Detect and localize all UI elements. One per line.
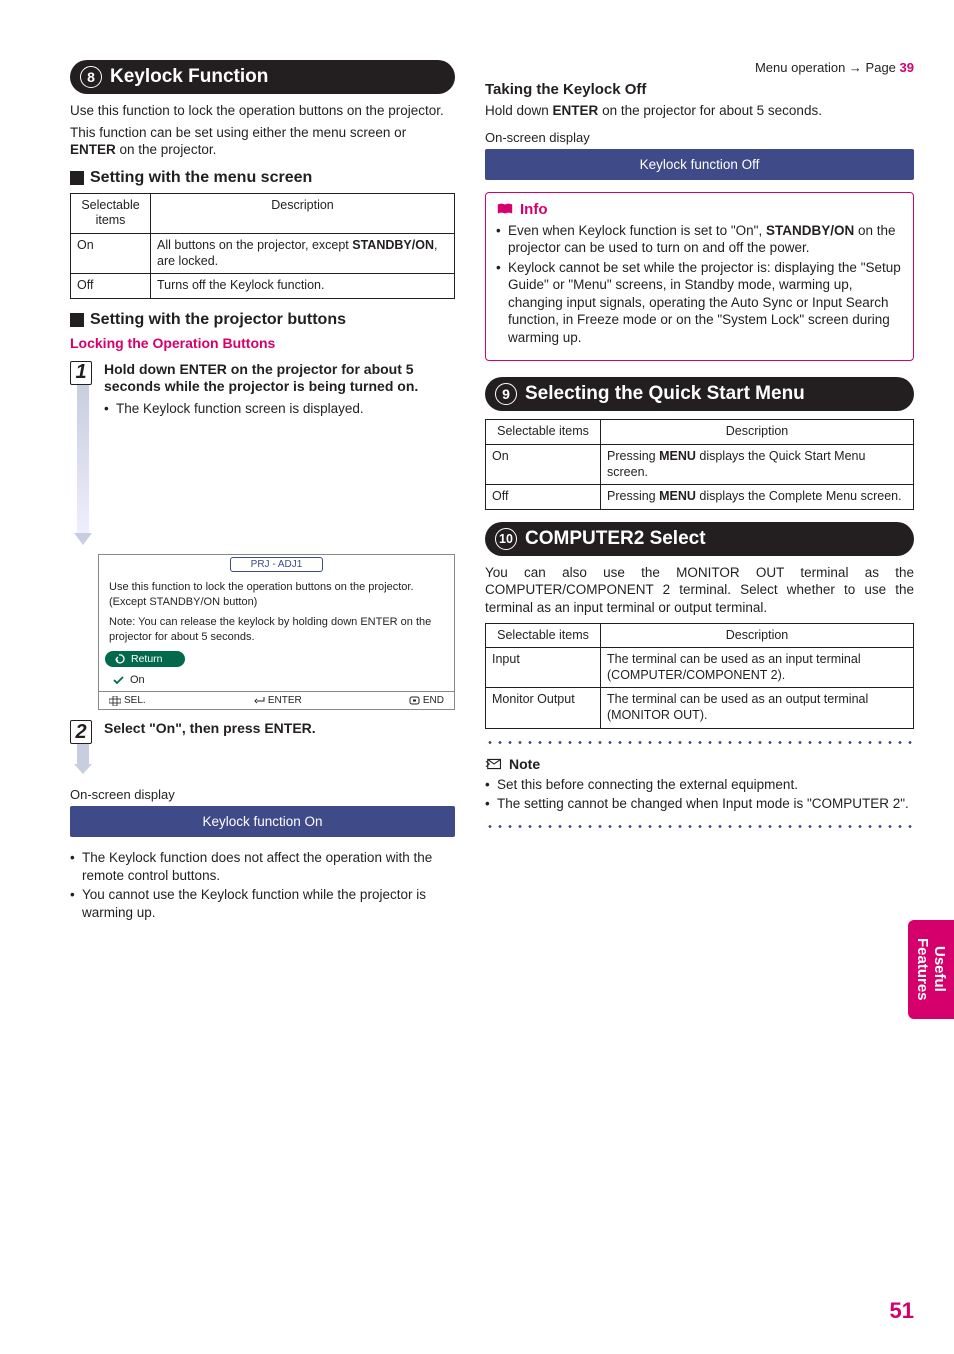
taking-off-text: Hold down ENTER on the projector for abo… xyxy=(485,102,914,120)
osd-label: On-screen display xyxy=(70,787,455,802)
enter-icon xyxy=(253,696,265,705)
end-icon xyxy=(409,696,420,705)
osd-keylock-off: Keylock function Off xyxy=(485,149,914,180)
info-item: Even when Keylock function is set to "On… xyxy=(496,222,903,257)
section-keylock-header: 8 Keylock Function xyxy=(70,60,455,94)
table-header: Selectable items xyxy=(71,193,151,233)
section-title: Keylock Function xyxy=(110,66,268,88)
dpad-icon xyxy=(109,696,121,706)
prj-title: PRJ - ADJ1 xyxy=(230,557,324,572)
keylock-table: Selectable items Description On All butt… xyxy=(70,193,455,299)
step-2: 2 Select "On", then press ENTER. xyxy=(70,720,455,777)
step-number: 1 xyxy=(70,361,92,385)
note-item: The setting cannot be changed when Input… xyxy=(485,795,914,813)
section-number: 8 xyxy=(80,66,102,88)
table-row: Off Turns off the Keylock function. xyxy=(71,274,455,299)
subheader-projector-buttons: Setting with the projector buttons xyxy=(70,311,455,329)
square-bullet-icon xyxy=(70,313,84,327)
info-box: Info Even when Keylock function is set t… xyxy=(485,192,914,362)
section-number: 9 xyxy=(495,383,517,405)
prj-return-button: Return xyxy=(105,651,185,667)
quick-table: Selectable items Description On Pressing… xyxy=(485,419,914,510)
left-column: 8 Keylock Function Use this function to … xyxy=(70,60,455,925)
section-number: 10 xyxy=(495,528,517,550)
step-1: 1 Hold down ENTER on the projector for a… xyxy=(70,361,455,548)
step-number: 2 xyxy=(70,720,92,744)
note-item: Set this before connecting the external … xyxy=(485,776,914,794)
note-title: Note xyxy=(509,756,540,772)
table-header: Description xyxy=(601,420,914,445)
subheader-menu-screen: Setting with the menu screen xyxy=(70,169,455,187)
table-header: Description xyxy=(601,623,914,648)
menu-operation-ref: Menu operation → Page 39 xyxy=(485,60,914,75)
right-column: Menu operation → Page 39 Taking the Keyl… xyxy=(485,60,914,925)
section-computer2-header: 10 COMPUTER2 Select xyxy=(485,522,914,556)
prj-on-row: On xyxy=(99,671,454,691)
book-icon xyxy=(496,202,514,216)
table-row: Off Pressing MENU displays the Complete … xyxy=(486,485,914,510)
table-row: On All buttons on the projector, except … xyxy=(71,233,455,273)
osd-label: On-screen display xyxy=(485,130,914,145)
check-icon xyxy=(113,676,124,685)
dotted-divider xyxy=(485,741,914,744)
section-title: Selecting the Quick Start Menu xyxy=(525,383,805,405)
step-1-bullet: The Keylock function screen is displayed… xyxy=(104,400,455,418)
table-row: On Pressing MENU displays the Quick Star… xyxy=(486,445,914,485)
prj-footer: SEL. ENTER END xyxy=(99,691,454,709)
note-icon xyxy=(485,756,505,772)
note-box: Note Set this before connecting the exte… xyxy=(485,756,914,813)
flow-arrow-icon xyxy=(74,744,92,774)
locking-buttons-subhead: Locking the Operation Buttons xyxy=(70,335,455,351)
page: 8 Keylock Function Use this function to … xyxy=(0,0,954,1354)
computer2-table: Selectable items Description Input The t… xyxy=(485,623,914,729)
info-item: Keylock cannot be set while the projecto… xyxy=(496,259,903,347)
table-row: Input The terminal can be used as an inp… xyxy=(486,648,914,688)
dotted-divider xyxy=(485,825,914,828)
square-bullet-icon xyxy=(70,171,84,185)
table-row: Monitor Output The terminal can be used … xyxy=(486,688,914,728)
info-title: Info xyxy=(520,201,548,218)
osd-keylock-on: Keylock function On xyxy=(70,806,455,837)
section-title: COMPUTER2 Select xyxy=(525,528,706,550)
keylock-note: You cannot use the Keylock function whil… xyxy=(70,886,455,921)
table-header: Description xyxy=(151,193,455,233)
taking-off-title: Taking the Keylock Off xyxy=(485,81,914,98)
keylock-note: The Keylock function does not affect the… xyxy=(70,849,455,884)
step-2-text: Select "On", then press ENTER. xyxy=(104,720,455,738)
section-quick-header: 9 Selecting the Quick Start Menu xyxy=(485,377,914,411)
table-header: Selectable items xyxy=(486,623,601,648)
step-1-text: Hold down ENTER on the projector for abo… xyxy=(104,361,455,396)
keylock-intro-2: This function can be set using either th… xyxy=(70,124,455,159)
return-arrow-icon xyxy=(115,654,126,664)
table-header: Selectable items xyxy=(486,420,601,445)
projector-screen-mock: PRJ - ADJ1 Use this function to lock the… xyxy=(98,554,455,710)
flow-arrow-icon xyxy=(74,385,92,545)
computer2-intro: You can also use the MONITOR OUT termina… xyxy=(485,564,914,617)
keylock-intro-1: Use this function to lock the operation … xyxy=(70,102,455,120)
page-number: 51 xyxy=(890,1298,914,1324)
side-tab: UsefulFeatures xyxy=(908,920,954,1019)
